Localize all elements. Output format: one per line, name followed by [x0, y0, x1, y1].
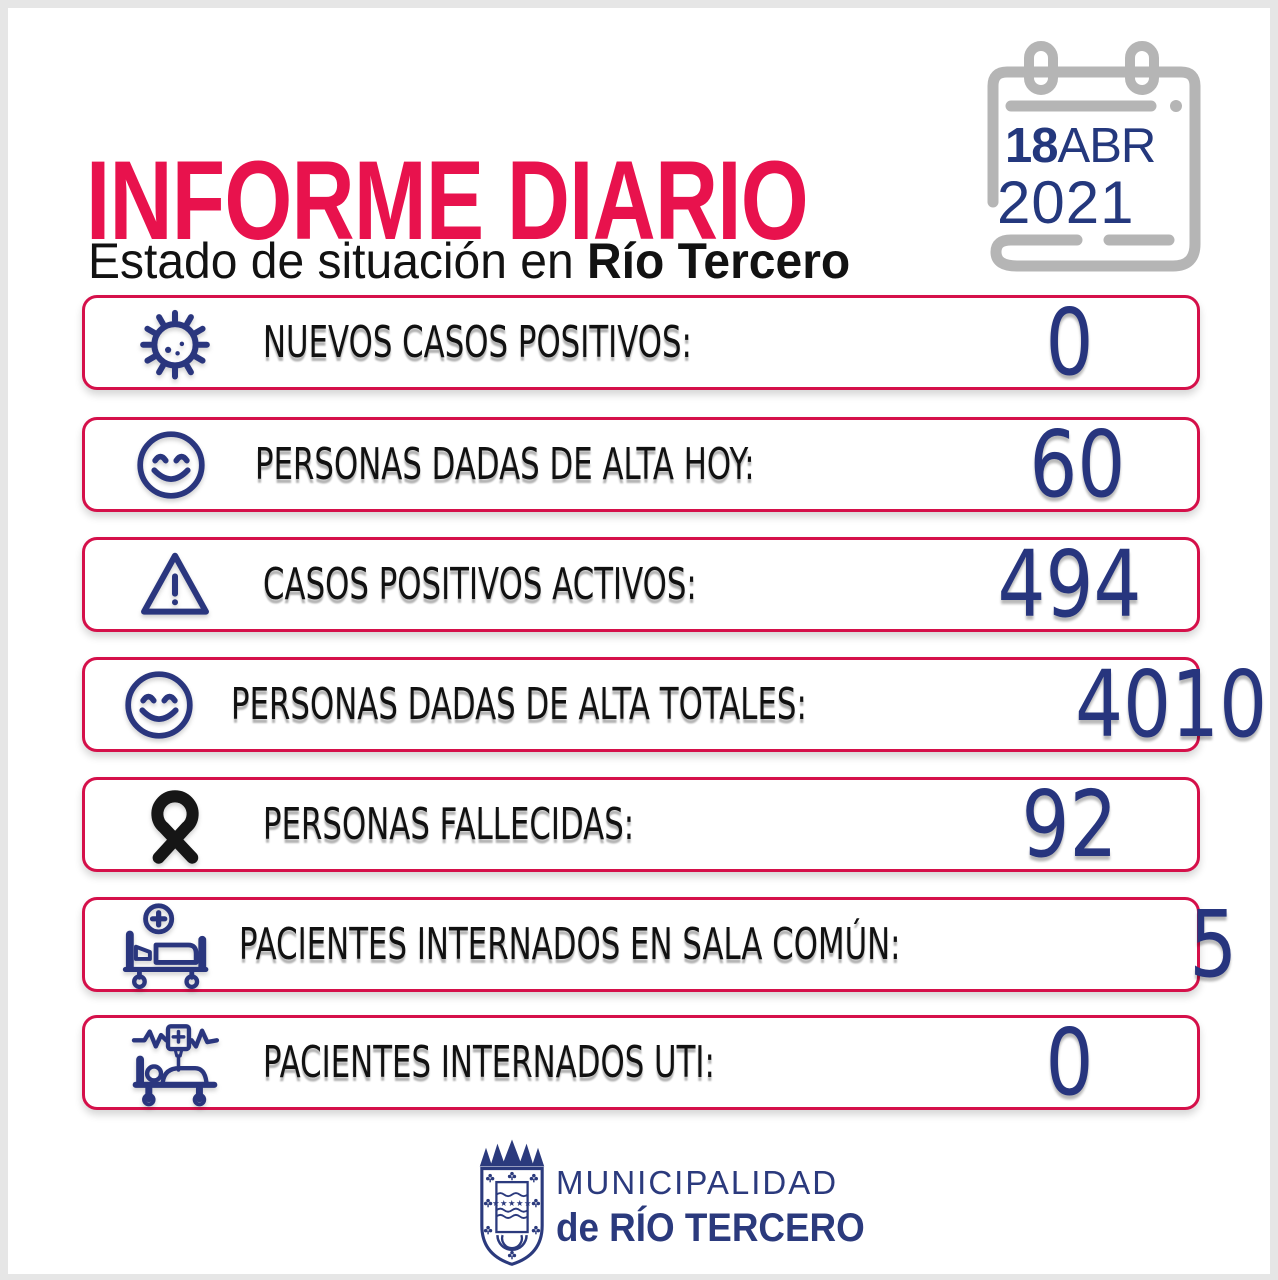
stat-value: 5 [1189, 890, 1238, 998]
report-poster: INFORME DIARIO Estado de situación en Rí… [8, 8, 1270, 1274]
org-name: MUNICIPALIDAD de RÍO TERCERO [556, 1164, 892, 1251]
warning-icon [115, 542, 235, 628]
stat-label: PERSONAS DADAS DE ALTA TOTALES: [231, 679, 807, 730]
date-day: 18 [1005, 119, 1059, 173]
stat-row: PERSONAS FALLECIDAS: 92 [82, 777, 1200, 872]
date-year: 2021 [997, 169, 1135, 236]
hospital-bed-icon [115, 901, 211, 989]
stat-value: 92 [1021, 770, 1118, 878]
page-subtitle: Estado de situación en Río Tercero [88, 232, 850, 290]
stat-label: PACIENTES INTERNADOS UTI: [263, 1037, 715, 1088]
ribbon-icon [115, 782, 235, 868]
stat-row: NUEVOS CASOS POSITIVOS: 0 [82, 295, 1200, 390]
footer: ★★★★★ MUNICIPALIDAD de RÍO TERCERO [8, 1132, 1270, 1274]
stat-row: PERSONAS DADAS DE ALTA HOY: 60 [82, 417, 1200, 512]
stat-row: CASOS POSITIVOS ACTIVOS: 494 [82, 537, 1200, 632]
smiley-icon [115, 661, 203, 749]
org-line1: MUNICIPALIDAD [556, 1164, 839, 1201]
stat-value: 4010 [1074, 650, 1267, 758]
virus-icon [115, 300, 235, 386]
stat-value: 494 [997, 530, 1142, 638]
svg-text:★★★★★: ★★★★★ [492, 1198, 532, 1208]
stat-row: PERSONAS DADAS DE ALTA TOTALES: 4010 [82, 657, 1267, 752]
calendar-widget: 18ABR 2021 [965, 34, 1205, 282]
stat-value: 0 [1045, 288, 1094, 396]
subtitle-city: Río Tercero [587, 233, 851, 289]
stat-row: PACIENTES INTERNADOS EN SALA COMÚN: 5 [82, 897, 1237, 992]
stat-label: CASOS POSITIVOS ACTIVOS: [263, 559, 697, 610]
smiley-icon [115, 421, 227, 509]
subtitle-prefix: Estado de situación en [88, 233, 588, 289]
stat-value: 60 [1029, 410, 1126, 518]
page-title: INFORME DIARIO [86, 138, 809, 263]
municipal-crest-icon: ★★★★★ [479, 1139, 545, 1266]
icu-bed-icon [115, 1018, 235, 1108]
date-month: ABR [1057, 119, 1157, 173]
stat-row: PACIENTES INTERNADOS UTI: 0 [82, 1015, 1200, 1110]
report-date: 18ABR 2021 [997, 119, 1180, 233]
stat-label: NUEVOS CASOS POSITIVOS: [263, 317, 692, 368]
stat-label: PERSONAS DADAS DE ALTA HOY: [254, 439, 755, 490]
stat-value: 0 [1045, 1008, 1094, 1116]
calendar-icon [987, 41, 1201, 272]
org-line2: de RÍO TERCERO [556, 1206, 865, 1250]
stat-label: PACIENTES INTERNADOS EN SALA COMÚN: [239, 919, 901, 970]
stat-label: PERSONAS FALLECIDAS: [263, 799, 635, 850]
